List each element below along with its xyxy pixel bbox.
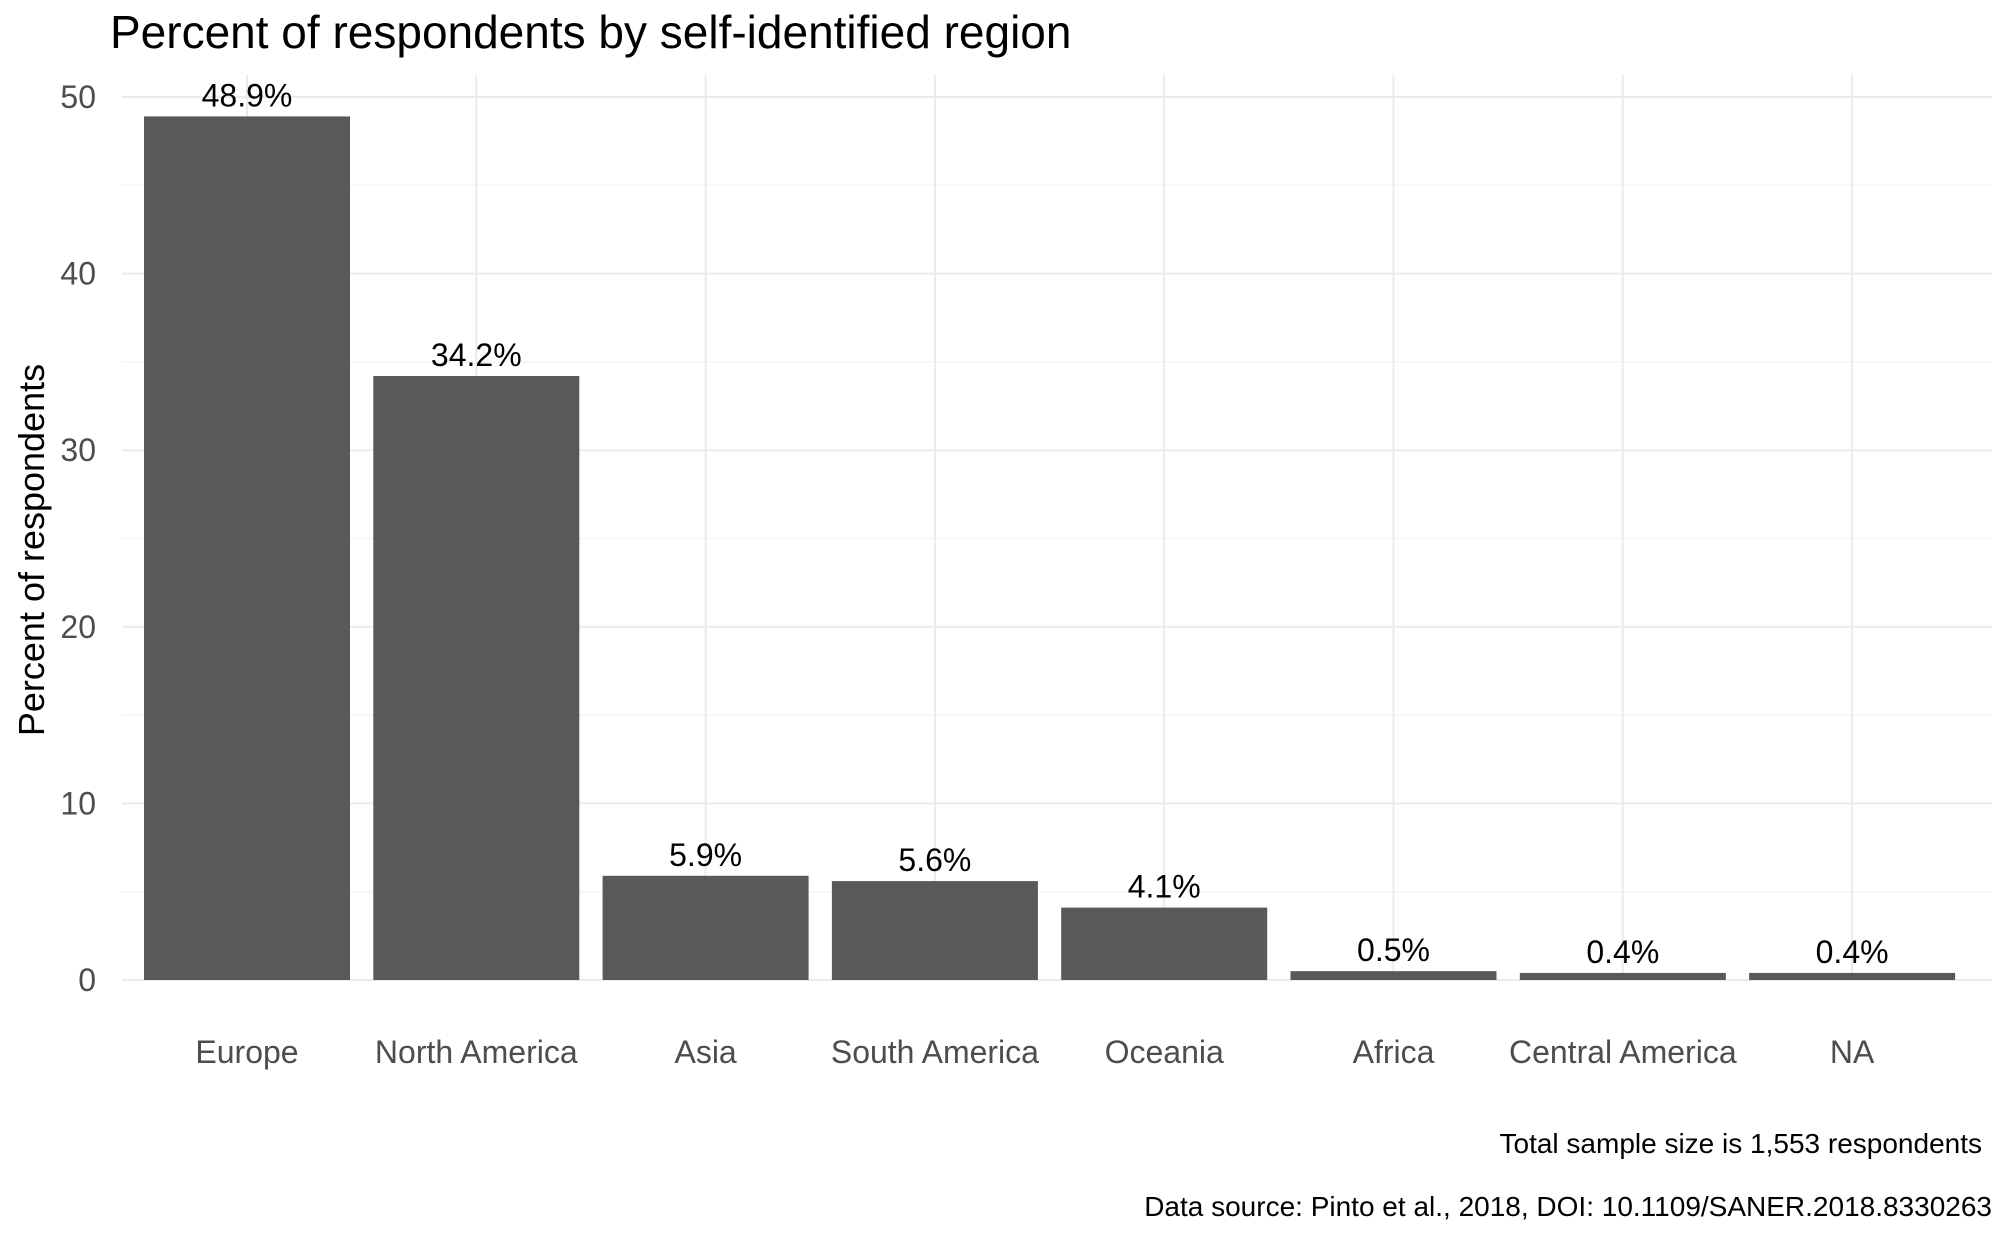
data-label: 5.9% [669, 837, 742, 873]
y-tick-label: 0 [78, 962, 96, 998]
y-tick-label: 40 [60, 256, 96, 292]
bar-south-america [831, 881, 1038, 980]
bar-central-america [1519, 972, 1726, 980]
y-axis: 0 10 20 30 40 50 [60, 79, 96, 998]
data-label: 48.9% [202, 77, 293, 113]
bar-asia [602, 875, 809, 980]
x-tick-label: Oceania [1105, 1034, 1224, 1070]
bar-africa [1290, 971, 1497, 980]
x-tick-label: North America [375, 1034, 578, 1070]
x-tick-label: NA [1830, 1034, 1875, 1070]
bars-layer [144, 116, 1956, 980]
data-labels-layer: 48.9% 34.2% 5.9% 5.6% 4.1% 0.5% 0.4% 0.4% [202, 77, 1889, 970]
x-tick-label: Africa [1353, 1034, 1435, 1070]
y-tick-label: 30 [60, 432, 96, 468]
x-tick-label: Asia [674, 1034, 736, 1070]
caption-data-source: Data source: Pinto et al., 2018, DOI: 10… [1144, 1191, 1992, 1222]
data-label: 0.4% [1586, 934, 1659, 970]
y-tick-label: 20 [60, 609, 96, 645]
data-label: 34.2% [431, 337, 522, 373]
data-label: 0.5% [1357, 932, 1430, 968]
y-tick-label: 50 [60, 79, 96, 115]
chart-title: Percent of respondents by self-identifie… [110, 6, 1071, 58]
x-tick-label: Europe [195, 1034, 298, 1070]
y-tick-label: 10 [60, 785, 96, 821]
y-axis-label: Percent of respondents [11, 364, 52, 736]
data-label: 0.4% [1816, 934, 1889, 970]
bar-europe [144, 116, 350, 980]
x-axis: Europe North America Asia South America Ocea… [195, 1034, 1875, 1070]
caption-sample-size: Total sample size is 1,553 respondents [1500, 1128, 1983, 1159]
x-tick-label: Central America [1509, 1034, 1737, 1070]
data-label: 4.1% [1128, 869, 1201, 905]
data-label: 5.6% [898, 842, 971, 878]
x-tick-label: South America [831, 1034, 1039, 1070]
bar-oceania [1061, 907, 1268, 980]
bar-north-america [373, 376, 580, 980]
bar-na [1749, 972, 1956, 980]
